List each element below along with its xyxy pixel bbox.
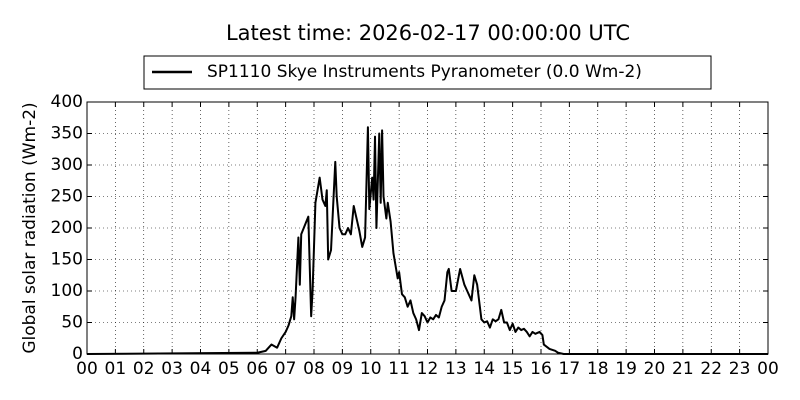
y-axis-label: Global solar radiation (Wm-2) (20, 102, 40, 353)
x-tick-label: 07 (275, 359, 297, 379)
x-tick-label: 19 (615, 359, 637, 379)
y-tick-label: 250 (51, 187, 83, 207)
x-tick-label: 14 (473, 359, 495, 379)
y-tick-label: 400 (51, 92, 83, 112)
x-tick-label: 15 (502, 359, 524, 379)
y-tick-label: 350 (51, 124, 83, 144)
y-tick-label: 0 (72, 344, 83, 364)
y-tick-label: 200 (51, 218, 83, 238)
x-tick-label: 16 (530, 359, 552, 379)
x-tick-label: 22 (700, 359, 722, 379)
chart-title: Latest time: 2026-02-17 00:00:00 UTC (226, 21, 630, 45)
x-tick-label: 00 (76, 359, 98, 379)
x-tick-label: 20 (644, 359, 666, 379)
x-tick-label: 17 (559, 359, 581, 379)
y-tick-label: 100 (51, 281, 83, 301)
x-tick-label: 00 (757, 359, 779, 379)
x-tick-label: 11 (388, 359, 410, 379)
y-tick-label: 300 (51, 155, 83, 175)
y-tick-label: 150 (51, 250, 83, 270)
x-tick-label: 09 (332, 359, 354, 379)
x-tick-label: 01 (105, 359, 127, 379)
plot-frame (86, 101, 769, 355)
x-tick-label: 08 (303, 359, 325, 379)
x-tick-label: 06 (246, 359, 268, 379)
x-tick-label: 10 (360, 359, 382, 379)
x-tick-label: 04 (190, 359, 212, 379)
x-tick-label: 12 (417, 359, 439, 379)
x-tick-label: 18 (587, 359, 609, 379)
y-tick-label: 50 (61, 313, 83, 333)
x-tick-label: 23 (729, 359, 751, 379)
x-tick-label: 21 (672, 359, 694, 379)
x-tick-label: 02 (133, 359, 155, 379)
legend-label: SP1110 Skye Instruments Pyranometer (0.0… (207, 62, 642, 82)
x-tick-label: 03 (161, 359, 183, 379)
legend (143, 55, 712, 90)
x-tick-label: 13 (445, 359, 467, 379)
data-line (86, 126, 768, 355)
x-tick-label: 05 (218, 359, 240, 379)
